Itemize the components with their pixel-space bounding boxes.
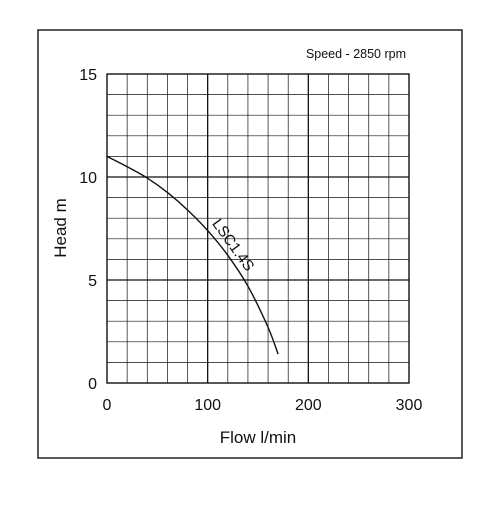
- series-layer: LSC1.4S: [106, 155, 279, 355]
- y-tick-label: 15: [79, 67, 97, 84]
- plot-border: [106, 73, 410, 384]
- x-axis-label: Flow l/min: [220, 428, 297, 447]
- y-axis-label: Head m: [51, 198, 70, 258]
- x-tick-label: 200: [295, 397, 322, 414]
- series-label: LSC1.4S: [208, 216, 257, 275]
- x-tick-label: 0: [103, 397, 112, 414]
- y-tick-label: 10: [79, 170, 97, 187]
- y-tick-label: 0: [88, 376, 97, 393]
- outer-border: [37, 29, 463, 459]
- tick-labels: 0 100 200 300 0 5 10 15: [79, 67, 422, 414]
- speed-annotation: Speed - 2850 rpm: [306, 47, 406, 61]
- grid: [107, 74, 409, 383]
- x-tick-label: 100: [194, 397, 221, 414]
- x-tick-label: 300: [396, 397, 423, 414]
- y-tick-label: 5: [88, 273, 97, 290]
- series-line: [106, 155, 279, 355]
